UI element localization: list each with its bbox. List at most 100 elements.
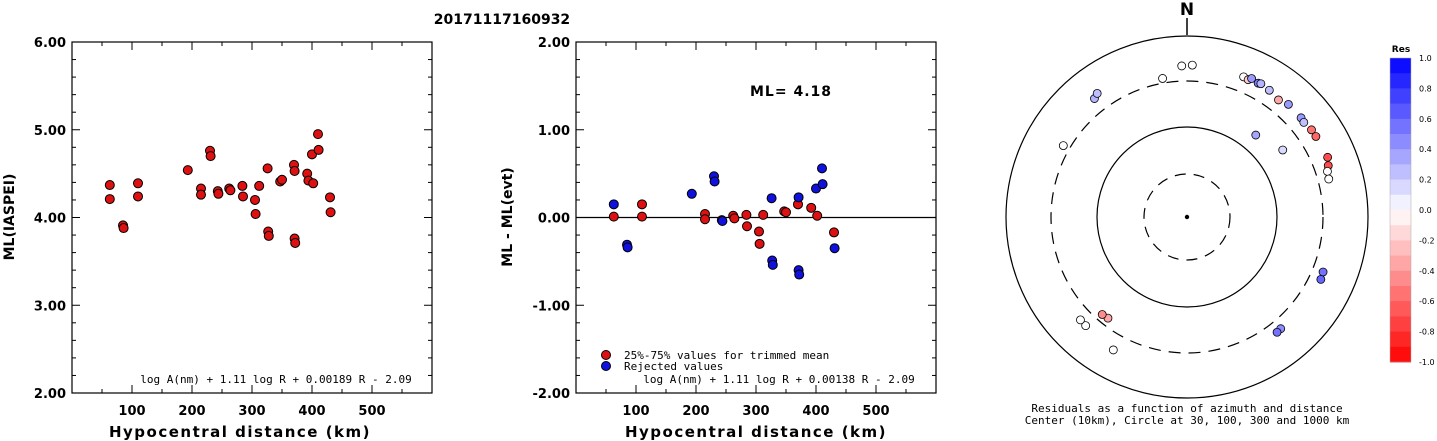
colorbar-ticks: 1.0 0.8 0.6 0.4 0.2 0.0 -0.2 -0.4 -0.6 -0.8 -1.0 bbox=[1419, 54, 1435, 367]
kept-point bbox=[812, 210, 823, 221]
colorbar-cell bbox=[1390, 58, 1411, 74]
colorbar-cell bbox=[1390, 149, 1411, 165]
kept-point bbox=[742, 221, 752, 232]
colorbar-tick-label: -0.8 bbox=[1419, 328, 1435, 337]
caption-line-1: Residuals as a function of azimuth and d… bbox=[1031, 402, 1342, 415]
x-axis-label: Hypocentral distance (km) bbox=[625, 423, 887, 441]
rejected-point bbox=[817, 179, 828, 190]
kept-point bbox=[729, 213, 740, 224]
data-point bbox=[133, 178, 143, 189]
data-point bbox=[290, 237, 301, 248]
kept-point bbox=[637, 211, 647, 222]
data-point bbox=[262, 163, 273, 174]
colorbar-cell bbox=[1390, 255, 1411, 272]
rejected-point bbox=[766, 193, 777, 204]
colorbar-cell bbox=[1390, 346, 1411, 363]
data-points bbox=[104, 129, 336, 248]
center-dot bbox=[1184, 214, 1190, 220]
colorbar-tick-label: -0.6 bbox=[1419, 297, 1435, 306]
data-point bbox=[225, 185, 236, 196]
kept-point bbox=[829, 227, 839, 238]
colorbar-title: Res bbox=[1392, 45, 1410, 55]
data-point bbox=[263, 230, 274, 241]
rejected-point bbox=[608, 199, 619, 210]
colorbar-cell bbox=[1390, 286, 1411, 302]
colorbar-cell bbox=[1390, 134, 1411, 150]
rejected-point bbox=[794, 269, 805, 280]
axis-ticks: 100 200 300 400 500 -2.00 -1.00 0.00 1.00 2.00 bbox=[533, 36, 936, 419]
x-tick-label: 400 bbox=[298, 404, 325, 419]
data-point bbox=[289, 165, 300, 176]
rejected-point bbox=[767, 259, 778, 270]
station-residual-marker bbox=[1081, 321, 1091, 331]
legend-label-kept: 25%-75% values for trimmed mean bbox=[624, 349, 829, 362]
station-residual-marker bbox=[1097, 310, 1107, 319]
x-tick-label: 400 bbox=[802, 404, 829, 419]
station-residual-marker bbox=[1272, 327, 1282, 337]
y-tick-label: -2.00 bbox=[533, 387, 570, 402]
legend-marker-rejected bbox=[601, 361, 611, 371]
y-tick-label: 5.00 bbox=[34, 124, 66, 139]
data-point bbox=[238, 191, 248, 202]
y-tick-label: 4.00 bbox=[34, 212, 66, 227]
data-point bbox=[205, 151, 216, 162]
caption-line-2: Center (10km), Circle at 30, 100, 300 an… bbox=[1025, 414, 1350, 427]
colorbar-tick-label: 0.2 bbox=[1419, 176, 1432, 185]
colorbar-cell bbox=[1390, 179, 1411, 196]
y-tick-label: 3.00 bbox=[34, 299, 66, 314]
north-label: N bbox=[1180, 0, 1194, 20]
rejected-point bbox=[817, 163, 827, 174]
ring-300km bbox=[1050, 80, 1324, 354]
station-residual-marker bbox=[1323, 152, 1333, 162]
x-tick-label: 200 bbox=[682, 404, 709, 419]
colorbar-cell bbox=[1390, 103, 1411, 120]
legend-label-rejected: Rejected values bbox=[624, 360, 723, 373]
y-tick-label: 0.00 bbox=[538, 212, 570, 227]
magnitude-annotation: ML= 4.18 bbox=[750, 84, 832, 100]
data-point bbox=[118, 223, 129, 234]
residual-vs-distance-plot: 100 200 300 400 500 -2.00 -1.00 0.00 1.00 2.00 ML… bbox=[500, 36, 937, 441]
rejected-point bbox=[686, 188, 697, 199]
data-point bbox=[237, 180, 248, 191]
kept-point bbox=[608, 211, 619, 222]
data-point bbox=[325, 192, 335, 203]
station-residual-marker bbox=[1256, 79, 1266, 89]
colorbar-cell bbox=[1390, 194, 1411, 211]
magnitude-vs-distance-plot: 100 200 300 400 500 2.00 3.00 4.00 5.00 6.00 ML(I… bbox=[2, 36, 433, 441]
station-residuals bbox=[1058, 60, 1334, 355]
ring-100km bbox=[1096, 126, 1278, 308]
ring-30km bbox=[1143, 173, 1231, 261]
colorbar-tick-label: 1.0 bbox=[1419, 54, 1432, 63]
kept-point bbox=[700, 214, 710, 225]
kept-point bbox=[754, 238, 765, 249]
x-tick-label: 100 bbox=[622, 404, 649, 419]
station-residual-marker bbox=[1299, 118, 1309, 127]
y-tick-label: 1.00 bbox=[538, 124, 570, 139]
station-residual-marker bbox=[1318, 267, 1328, 277]
x-tick-label: 500 bbox=[862, 404, 889, 419]
station-residual-marker bbox=[1058, 141, 1068, 150]
station-residual-marker bbox=[1177, 61, 1187, 71]
station-residual-marker bbox=[1311, 132, 1321, 141]
colorbar-tick-label: 0.8 bbox=[1419, 84, 1432, 93]
rejected-point bbox=[709, 176, 720, 187]
y-tick-label: -1.00 bbox=[533, 299, 570, 314]
colorbar-tick-label: 0.6 bbox=[1419, 115, 1432, 124]
station-residual-marker bbox=[1247, 74, 1256, 83]
rejected-point bbox=[793, 192, 804, 203]
legend-marker-kept bbox=[601, 350, 611, 360]
data-point bbox=[254, 180, 265, 191]
ring-1000km bbox=[1005, 35, 1369, 399]
y-tick-label: 2.00 bbox=[34, 387, 66, 402]
colorbar-cells bbox=[1389, 57, 1412, 363]
rejected-point bbox=[622, 242, 633, 253]
station-residual-marker bbox=[1274, 95, 1283, 105]
data-point bbox=[313, 129, 323, 140]
figure-title: 20171117160932 bbox=[434, 12, 570, 28]
colorbar-cell bbox=[1390, 88, 1411, 105]
station-residual-marker bbox=[1316, 275, 1326, 284]
station-residual-marker bbox=[1323, 166, 1332, 176]
data-point bbox=[277, 174, 287, 185]
station-residual-marker bbox=[1307, 125, 1316, 135]
